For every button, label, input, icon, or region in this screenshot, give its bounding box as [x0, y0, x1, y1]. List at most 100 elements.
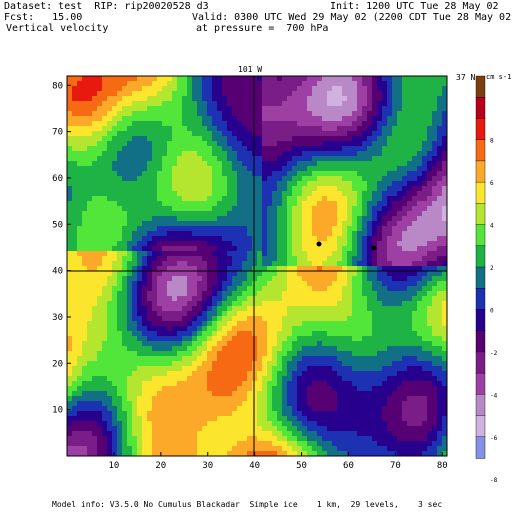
field-cell	[112, 356, 118, 362]
field-cell	[217, 96, 223, 102]
field-cell	[112, 191, 118, 197]
field-cell	[122, 276, 128, 282]
field-cell	[77, 291, 83, 297]
field-cell	[152, 311, 158, 317]
field-cell	[207, 291, 213, 297]
field-cell	[252, 91, 258, 97]
field-cell	[372, 181, 378, 187]
field-cell	[242, 326, 248, 332]
field-cell	[212, 86, 218, 92]
field-cell	[217, 81, 223, 87]
field-cell	[432, 336, 438, 342]
field-cell	[127, 186, 133, 192]
field-cell	[92, 211, 98, 217]
field-cell	[417, 271, 423, 277]
field-cell	[297, 336, 303, 342]
field-cell	[132, 361, 138, 367]
field-cell	[192, 131, 198, 137]
field-cell	[202, 231, 208, 237]
field-cell	[212, 226, 218, 232]
field-cell	[407, 276, 413, 282]
field-cell	[162, 121, 168, 127]
field-cell	[237, 326, 243, 332]
field-cell	[227, 386, 233, 392]
field-cell	[327, 336, 333, 342]
field-cell	[72, 116, 78, 122]
field-cell	[292, 136, 298, 142]
field-cell	[92, 321, 98, 327]
field-cell	[422, 146, 428, 152]
field-cell	[147, 136, 153, 142]
field-cell	[72, 311, 78, 317]
field-cell	[402, 126, 408, 132]
field-cell	[152, 336, 158, 342]
field-cell	[202, 176, 208, 182]
field-cell	[182, 306, 188, 312]
field-cell	[292, 81, 298, 87]
field-cell	[222, 256, 228, 262]
field-cell	[412, 281, 418, 287]
field-cell	[92, 191, 98, 197]
field-cell	[152, 161, 158, 167]
field-cell	[87, 246, 93, 252]
field-cell	[397, 396, 403, 402]
field-cell	[97, 321, 103, 327]
field-cell	[312, 316, 318, 322]
field-cell	[297, 381, 303, 387]
field-cell	[317, 251, 323, 257]
field-cell	[137, 401, 143, 407]
field-cell	[402, 186, 408, 192]
field-cell	[137, 86, 143, 92]
field-cell	[217, 346, 223, 352]
field-cell	[152, 206, 158, 212]
field-cell	[322, 166, 328, 172]
field-cell	[342, 351, 348, 357]
field-cell	[177, 331, 183, 337]
field-cell	[167, 311, 173, 317]
field-cell	[92, 101, 98, 107]
field-cell	[107, 226, 113, 232]
field-cell	[182, 361, 188, 367]
field-cell	[122, 96, 128, 102]
field-cell	[282, 256, 288, 262]
field-cell	[272, 241, 278, 247]
field-cell	[227, 86, 233, 92]
field-cell	[287, 381, 293, 387]
field-cell	[317, 81, 323, 87]
field-cell	[172, 261, 178, 267]
field-cell	[272, 96, 278, 102]
field-cell	[167, 366, 173, 372]
field-cell	[312, 171, 318, 177]
field-cell	[437, 341, 443, 347]
field-cell	[242, 86, 248, 92]
field-cell	[237, 111, 243, 117]
field-cell	[382, 216, 388, 222]
field-cell	[142, 121, 148, 127]
field-cell	[362, 166, 368, 172]
field-cell	[262, 126, 268, 132]
field-cell	[387, 176, 393, 182]
field-cell	[132, 96, 138, 102]
field-cell	[147, 196, 153, 202]
field-cell	[247, 156, 253, 162]
field-cell	[267, 236, 273, 242]
field-cell	[372, 116, 378, 122]
field-cell	[337, 221, 343, 227]
field-cell	[357, 386, 363, 392]
field-cell	[432, 266, 438, 272]
field-cell	[237, 156, 243, 162]
field-cell	[352, 266, 358, 272]
field-cell	[332, 301, 338, 307]
field-cell	[127, 281, 133, 287]
field-cell	[352, 286, 358, 292]
field-cell	[167, 246, 173, 252]
field-cell	[152, 241, 158, 247]
field-cell	[442, 186, 447, 192]
field-cell	[442, 341, 447, 347]
field-cell	[152, 291, 158, 297]
field-cell	[312, 281, 318, 287]
field-cell	[277, 166, 283, 172]
field-cell	[117, 226, 123, 232]
field-cell	[342, 186, 348, 192]
field-cell	[342, 336, 348, 342]
